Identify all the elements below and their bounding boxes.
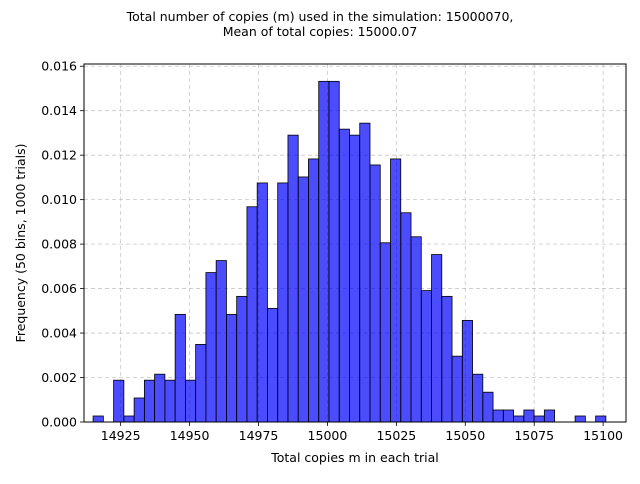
histogram-bar [359,122,371,423]
histogram-bar [184,379,197,423]
chart-title-line-2: Mean of total copies: 15000.07 [223,24,418,39]
histogram-bar [513,415,525,423]
histogram-bar [461,319,473,423]
histogram-bar [215,260,227,423]
histogram-bar [431,254,443,423]
y-tick-label: 0.002 [41,370,77,385]
y-tick-label: 0.008 [41,237,77,252]
histogram-bar [420,290,432,423]
histogram-bar [533,415,545,423]
histogram-bar [328,80,340,423]
histogram-bar [195,343,207,423]
y-tick-label: 0.012 [41,148,77,163]
histogram-bar [123,415,135,423]
histogram-bar [143,379,156,423]
histogram-bar [297,176,309,423]
x-tick-label: 15025 [376,428,416,443]
y-tick-label: 0.000 [41,415,77,430]
histogram-bar [133,397,145,423]
y-tick-label: 0.006 [41,281,77,296]
histogram-bar [267,307,279,423]
histogram-bar [400,212,412,423]
x-tick-label: 14975 [239,428,279,443]
histogram-bar [92,415,104,423]
x-tick-label: 15050 [445,428,485,443]
histogram-bar [277,182,289,423]
y-tick-label: 0.004 [41,326,77,341]
histogram-bar [482,391,494,423]
histogram-bar [205,272,217,423]
histogram-bar [154,373,166,423]
histogram-bar [338,128,350,423]
histogram-bar [236,295,248,423]
x-tick-label: 15075 [514,428,554,443]
histogram-bar [369,164,381,423]
x-tick-label: 14925 [101,428,141,443]
bars [92,80,607,423]
histogram-bar [472,373,484,423]
y-axis-label: Frequency (50 bins, 1000 trials) [13,144,28,343]
histogram-bar [226,313,238,423]
histogram-bar [287,134,299,423]
histogram-bar [595,415,607,423]
histogram-bar [410,236,422,423]
histogram-bar [256,182,268,423]
histogram-bar [543,409,555,423]
histogram-bar [441,295,453,423]
histogram-bar [308,158,320,423]
histogram-bar [379,242,391,423]
histogram-bar [349,134,361,423]
x-tick-label: 15000 [308,428,348,443]
histogram-bar [451,355,463,423]
y-tick-label: 0.010 [41,192,77,207]
histogram-bar [246,206,258,423]
histogram-bar [174,313,186,423]
histogram-bar [523,409,535,423]
x-axis-label: Total copies m in each trial [270,450,439,465]
x-tick-label: 14950 [170,428,210,443]
plot-frame [83,63,627,423]
x-tick-label: 15100 [583,428,623,443]
histogram-bar [113,379,125,423]
x-axis-ticks: 14925 14950 14975 15000 15025 15050 15075 15100 [101,422,623,443]
histogram-bar [390,158,402,423]
histogram-bar [492,409,504,423]
chart-title-line-1: Total number of copies (m) used in the s… [126,9,514,24]
histogram-bar [318,80,330,423]
histogram-bar [164,379,176,423]
histogram-bar [574,415,586,423]
y-tick-label: 0.014 [41,103,77,118]
histogram-bar [502,409,514,423]
y-tick-label: 0.016 [41,59,77,74]
y-axis-ticks: 0.000 0.002 0.004 0.006 0.008 0.010 0.012 0.014… [41,59,84,430]
